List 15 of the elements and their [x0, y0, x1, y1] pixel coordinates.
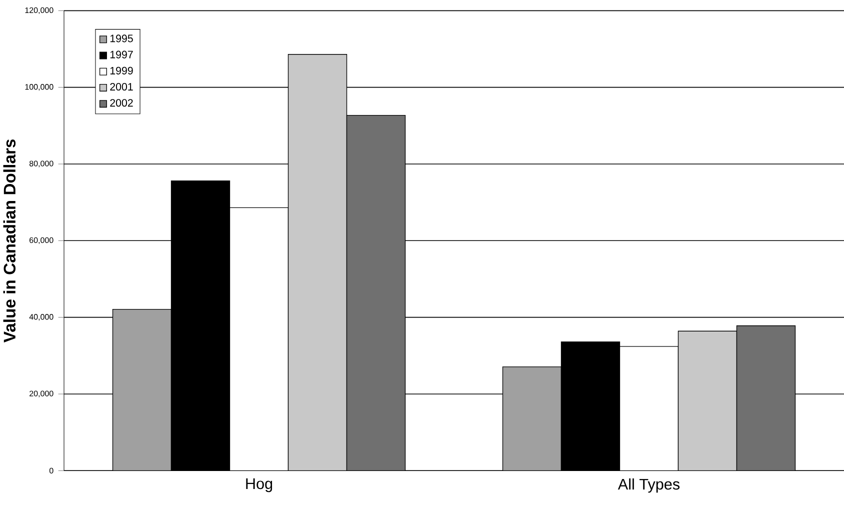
y-tick-label: 20,000 — [30, 390, 54, 398]
legend-label: 1997 — [110, 50, 133, 58]
y-tick-label: 100,000 — [25, 84, 54, 91]
x-tick-label: All Types — [618, 478, 680, 493]
y-tick-label: 60,000 — [30, 238, 54, 244]
y-tick-label: 80,000 — [29, 160, 54, 168]
legend-label: 2002 — [110, 99, 133, 107]
x-tick-label: Hog — [246, 478, 272, 492]
y-tick-label: 120,000 — [25, 8, 54, 14]
y-axis-title: Value in Canadian Dollars — [3, 140, 16, 343]
legend-label: 2001 — [110, 83, 133, 91]
y-tick-label: 40,000 — [29, 314, 54, 321]
legend-label: 1995 — [110, 34, 133, 42]
legend-label: 1999 — [110, 67, 133, 75]
y-tick-label: 0 — [49, 468, 54, 474]
